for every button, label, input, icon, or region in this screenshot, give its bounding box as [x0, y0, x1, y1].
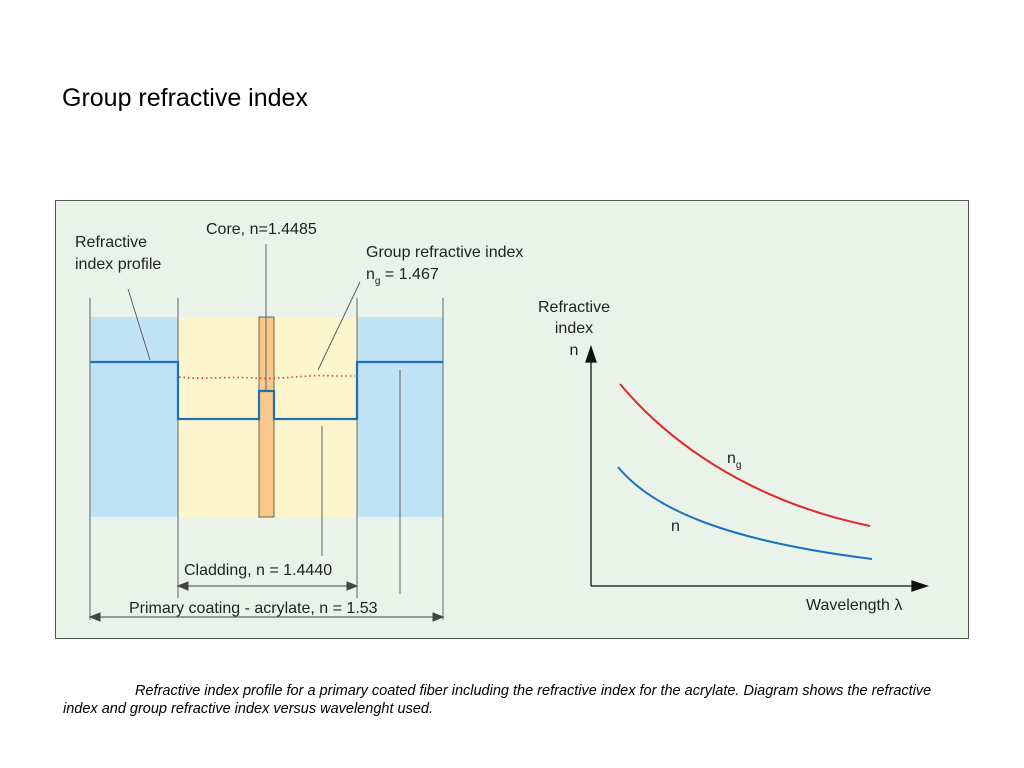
curve-ng-label: ng	[727, 450, 741, 471]
coating-region-left	[90, 317, 178, 517]
group-index-label-line1: Group refractive index	[366, 244, 523, 261]
coating-dimension-arrow	[88, 612, 445, 622]
graph-ylabel-line1: Refractive	[538, 299, 610, 316]
curve-n-label: n	[671, 518, 680, 535]
cladding-dimension-arrow	[176, 581, 359, 591]
slide-title: Group refractive index	[62, 84, 308, 112]
figure-caption: Refractive index profile for a primary c…	[63, 682, 943, 718]
group-index-curve	[619, 383, 871, 527]
boundary-lines	[89, 244, 444, 620]
core-label: Core, n=1.4485	[206, 221, 317, 238]
graph-axes	[585, 344, 930, 592]
fiber-diagram-panel: Refractive index profile Core, n=1.4485 …	[55, 200, 969, 639]
leader-lines	[127, 281, 401, 594]
coating-label: Primary coating - acrylate, n = 1.53	[129, 600, 378, 617]
graph-ylabel-symbol: n	[570, 342, 579, 359]
cladding-label: Cladding, n = 1.4440	[184, 562, 332, 579]
caption-text: Refractive index profile for a primary c…	[63, 683, 932, 717]
profile-label-line2: index profile	[75, 256, 161, 273]
group-index-value: = 1.467	[380, 266, 438, 283]
graph-ylabel-line2: index	[555, 320, 593, 337]
phase-index-curve	[617, 466, 873, 560]
group-index-label-line2: ng = 1.467	[366, 266, 439, 287]
refractive-index-profile-line	[90, 360, 443, 421]
graph-xlabel: Wavelength λ	[806, 597, 902, 614]
curve-ng-subscript: g	[736, 460, 742, 471]
profile-label-line1: Refractive	[75, 234, 147, 251]
group-index-subscript: g	[375, 276, 381, 287]
curve-ng-symbol: n	[727, 450, 736, 467]
group-index-symbol: n	[366, 266, 375, 283]
